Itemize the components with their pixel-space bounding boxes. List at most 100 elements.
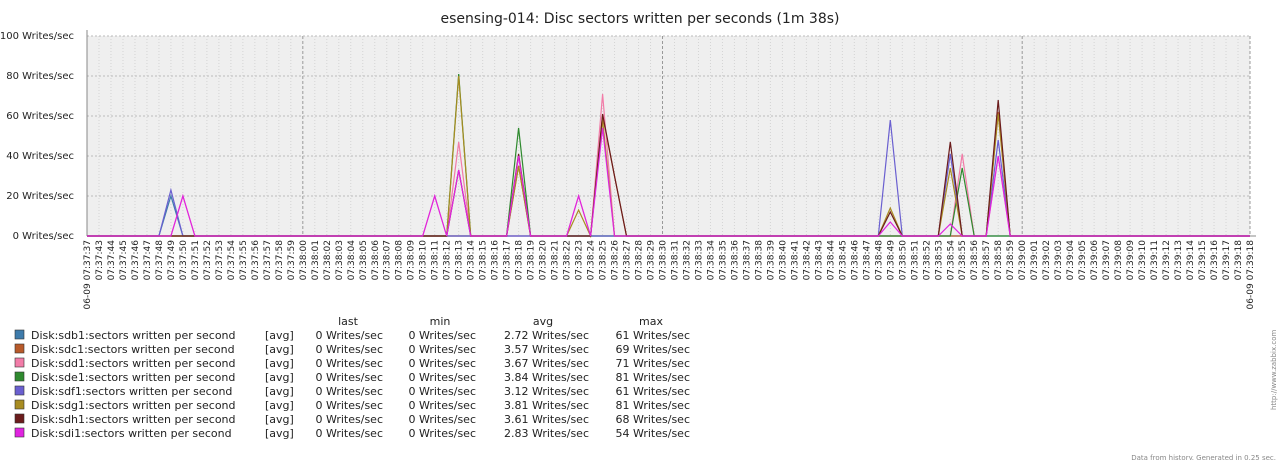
x-tick-label: 07:39:14 xyxy=(1186,240,1196,281)
x-tick-label: 07:39:16 xyxy=(1210,240,1220,281)
x-tick-label: 07:38:09 xyxy=(407,240,417,281)
legend-swatch xyxy=(14,357,25,368)
x-tick-label: 07:38:14 xyxy=(467,240,477,281)
x-tick-label: 07:38:28 xyxy=(635,240,645,281)
x-tick-label: 07:37:47 xyxy=(143,240,153,280)
x-tick-label: 07:38:15 xyxy=(479,240,489,280)
legend-func: [avg] xyxy=(265,385,294,398)
legend-header: min xyxy=(430,315,451,328)
plot-area xyxy=(87,36,1250,236)
legend-stat: 0 Writes/sec xyxy=(408,413,476,426)
legend-func: [avg] xyxy=(265,329,294,342)
x-tick-label: 07:39:15 xyxy=(1198,240,1208,280)
legend-stat: 81 Writes/sec xyxy=(615,399,690,412)
x-tick-label: 07:38:55 xyxy=(958,240,968,280)
legend-label: Disk:sdg1:sectors written per second xyxy=(31,399,236,412)
legend-stat: 0 Writes/sec xyxy=(315,385,383,398)
x-tick-label: 07:38:07 xyxy=(383,240,393,280)
legend-stat: 0 Writes/sec xyxy=(315,371,383,384)
x-tick-label: 07:38:23 xyxy=(575,240,585,280)
legend-swatch xyxy=(14,427,25,438)
legend-func: [avg] xyxy=(265,399,294,412)
legend-stat: 0 Writes/sec xyxy=(315,427,383,440)
x-tick-label: 07:38:42 xyxy=(802,240,812,280)
legend-stat: 3.12 Writes/sec xyxy=(504,385,589,398)
legend-stat: 0 Writes/sec xyxy=(408,399,476,412)
x-tick-label: 07:38:19 xyxy=(527,240,537,281)
x-tick-label: 07:38:08 xyxy=(395,240,405,281)
x-tick-label: 07:38:24 xyxy=(587,240,597,281)
legend-swatch xyxy=(14,413,25,424)
x-tick-label: 07:39:05 xyxy=(1078,240,1088,280)
x-tick-label: 07:38:21 xyxy=(551,240,561,280)
x-tick-label: 07:38:52 xyxy=(922,240,932,280)
x-tick-label: 07:39:06 xyxy=(1090,240,1100,281)
x-tick-label: 07:38:50 xyxy=(898,240,908,281)
legend-stat: 0 Writes/sec xyxy=(315,343,383,356)
legend-label: Disk:sdd1:sectors written per second xyxy=(31,357,236,370)
x-tick-label: 07:38:29 xyxy=(647,240,657,281)
x-tick-label: 07:38:25 xyxy=(599,240,609,280)
x-tick-label: 07:39:18 xyxy=(1234,240,1244,281)
x-tick-label: 07:39:10 xyxy=(1138,240,1148,281)
x-tick-label: 07:37:55 xyxy=(239,240,249,280)
legend-swatch xyxy=(14,385,25,396)
y-tick-label: 20 Writes/sec xyxy=(6,191,74,202)
x-tick-label: 07:37:57 xyxy=(263,240,273,280)
x-tick-label: 07:38:40 xyxy=(778,240,788,281)
x-tick-label: 07:37:54 xyxy=(227,240,237,281)
legend-stat: 0 Writes/sec xyxy=(315,329,383,342)
x-tick-label: 07:38:57 xyxy=(982,240,992,280)
x-tick-label: 07:39:17 xyxy=(1222,240,1232,280)
legend-func: [avg] xyxy=(265,357,294,370)
x-tick-label: 07:38:33 xyxy=(694,240,704,280)
side-note: http://www.zabbix.com xyxy=(1270,330,1278,410)
legend-swatch xyxy=(14,329,25,340)
x-tick-label: 07:38:01 xyxy=(311,240,321,280)
x-tick-label: 07:37:50 xyxy=(179,240,189,281)
legend-stat: 0 Writes/sec xyxy=(408,371,476,384)
x-tick-label: 07:38:30 xyxy=(659,240,669,281)
x-tick-label: 07:38:03 xyxy=(335,240,345,280)
x-tick-label: 07:38:36 xyxy=(730,240,740,281)
legend-label: Disk:sdc1:sectors written per second xyxy=(31,343,235,356)
legend-stat: 0 Writes/sec xyxy=(408,343,476,356)
legend-stat: 0 Writes/sec xyxy=(408,357,476,370)
x-tick-label: 07:38:05 xyxy=(359,240,369,280)
x-tick-label: 07:38:51 xyxy=(910,240,920,280)
x-tick-label: 07:38:02 xyxy=(323,240,333,280)
x-tick-label: 07:38:22 xyxy=(563,240,573,280)
x-tick-label: 07:38:04 xyxy=(347,240,357,281)
x-tick-label: 07:38:31 xyxy=(670,240,680,280)
legend-stat: 54 Writes/sec xyxy=(615,427,690,440)
x-tick-label: 07:38:53 xyxy=(934,240,944,280)
legend-func: [avg] xyxy=(265,413,294,426)
x-tick-label: 07:39:02 xyxy=(1042,240,1052,280)
x-tick-label: 07:38:48 xyxy=(874,240,884,281)
legend-label: Disk:sdf1:sectors written per second xyxy=(31,385,232,398)
x-tick-label: 07:38:20 xyxy=(539,240,549,281)
x-tick-label: 07:38:46 xyxy=(850,240,860,281)
legend-stat: 2.83 Writes/sec xyxy=(504,427,589,440)
legend-stat: 3.84 Writes/sec xyxy=(504,371,589,384)
x-tick-label: 07:38:11 xyxy=(431,240,441,280)
x-tick-label: 07:38:47 xyxy=(862,240,872,280)
x-tick-label: 07:39:07 xyxy=(1102,240,1112,280)
legend-func: [avg] xyxy=(265,371,294,384)
x-tick-label: 07:37:52 xyxy=(203,240,213,280)
legend-stat: 81 Writes/sec xyxy=(615,371,690,384)
x-tick-label: 07:38:18 xyxy=(515,240,525,281)
x-tick-label: 07:38:34 xyxy=(706,240,716,281)
x-tick-label: 07:39:00 xyxy=(1018,240,1028,281)
y-tick-label: 0 Writes/sec xyxy=(13,231,74,242)
x-tick-label: 07:38:26 xyxy=(611,240,621,281)
legend-swatch xyxy=(14,399,25,410)
y-tick-label: 100 Writes/sec xyxy=(0,31,74,42)
legend-stat: 0 Writes/sec xyxy=(408,427,476,440)
x-tick-label: 07:37:49 xyxy=(167,240,177,281)
legend-func: [avg] xyxy=(265,343,294,356)
legend-stat: 0 Writes/sec xyxy=(315,357,383,370)
footer: Data from history. Generated in 0.25 sec… xyxy=(1131,454,1276,460)
legend-stat: 69 Writes/sec xyxy=(615,343,690,356)
legend-stat: 61 Writes/sec xyxy=(615,329,690,342)
